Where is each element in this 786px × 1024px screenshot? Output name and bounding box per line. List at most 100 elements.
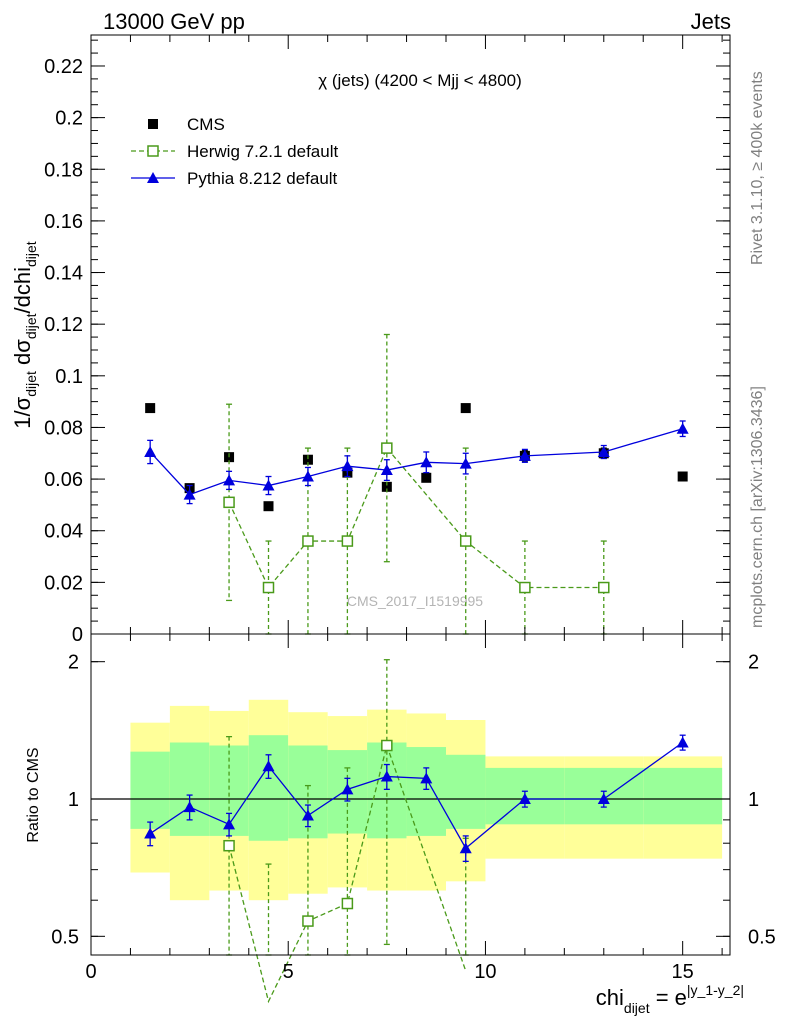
x-axis-title-sup: |y_1-y_2|: [687, 982, 744, 998]
main-y-axis-title: 1/σdijet dσdijet/dchidijet: [10, 241, 39, 429]
main-y-tick-label: 0.06: [44, 469, 83, 491]
main-cms-point: [677, 471, 688, 482]
ratio-y-axis-title: Ratio to CMS: [25, 747, 42, 842]
main-pythia-point: [420, 456, 433, 468]
main-y-axis-title-sub2: dijet: [23, 313, 39, 339]
legend-marker: [147, 145, 159, 157]
ratio-pythia-point: [183, 801, 196, 813]
ratio-pythia-point: [518, 793, 531, 805]
x-tick-label: 0: [85, 961, 96, 983]
ratio-pythia-point: [420, 772, 433, 784]
ratio-inner-band: [406, 747, 446, 836]
ratio-inner-band: [248, 735, 289, 841]
ratio-inner-band: [643, 767, 723, 825]
main-y-axis-title-sub1: dijet: [23, 371, 39, 397]
main-y-tick-label: 0.14: [44, 263, 83, 285]
main-cms-point: [145, 403, 156, 414]
legend-entry-label: Herwig 7.2.1 default: [187, 142, 338, 161]
main-herwig-point: [223, 496, 235, 509]
legend-marker: [147, 172, 159, 183]
ratio-panel-frame: [90, 633, 731, 956]
main-y-tick-label: 0.2: [55, 108, 83, 130]
main-y-tick-label: 0.1: [55, 366, 83, 388]
main-y-tick-label: 0.18: [44, 159, 83, 181]
ratio-y-tick-label: 2: [68, 652, 79, 674]
legend-marker: [148, 119, 158, 129]
legend-entry-label: Pythia 8.212 default: [187, 169, 338, 188]
x-axis-title-sub: dijet: [624, 1000, 650, 1016]
main-pythia-point: [183, 488, 196, 500]
main-pythia-point: [597, 445, 610, 457]
main-panel: CMS_2017_I1519995 χ (jets) (4200 < Mjj <…: [10, 34, 731, 646]
main-chart-title: χ (jets) (4200 < Mjj < 4800): [318, 71, 522, 90]
main-pythia-point: [341, 460, 354, 472]
main-herwig-point: [598, 581, 610, 594]
main-y-tick-label: 0.16: [44, 211, 83, 233]
header-left-label: 13000 GeV pp: [103, 9, 245, 34]
main-y-tick-label: 0: [72, 624, 83, 646]
ratio-pythia-point: [341, 783, 354, 795]
main-pythia-point: [459, 457, 472, 469]
main-pythia-point: [301, 470, 314, 482]
main-pythia-point: [262, 479, 275, 491]
watermark-label: CMS_2017_I1519995: [347, 593, 483, 609]
x-axis-title-mid: = e: [650, 985, 687, 1010]
main-y-tick-label: 0.22: [44, 56, 83, 78]
main-cms-point: [381, 481, 392, 492]
ratio-y-tick-label: 0.5: [51, 926, 79, 948]
main-herwig-point: [459, 535, 472, 547]
ratio-herwig-point: [223, 839, 235, 852]
legend-entry-label: CMS: [187, 115, 225, 134]
ratio-pythia-point: [380, 770, 393, 782]
x-tick-label: 5: [283, 961, 294, 983]
main-cms-point: [263, 501, 274, 512]
main-pythia-point: [518, 449, 531, 461]
ratio-pythia-point: [223, 818, 236, 830]
legend: CMS Herwig 7.2.1 default Pythia 8.212 defa…: [131, 115, 338, 188]
ratio-y-tick-label: 1: [68, 789, 79, 811]
x-tick-label: 15: [672, 961, 694, 983]
main-pythia-point: [676, 422, 689, 434]
main-y-axis-title-sub3: dijet: [23, 241, 39, 267]
main-y-axis-title-post: /dchi: [10, 267, 35, 313]
main-herwig-point: [341, 535, 354, 547]
x-tick-label: 10: [474, 961, 496, 983]
main-herwig-point: [519, 581, 531, 594]
main-cms-point: [302, 454, 313, 465]
main-herwig-point: [381, 442, 393, 454]
ratio-pythia-point: [676, 736, 689, 748]
ratio-pythia-point: [597, 793, 610, 805]
main-y-tick-label: 0.12: [44, 314, 83, 336]
main-y-axis-title-mid: dσ: [10, 339, 35, 371]
ratio-pythia-point: [301, 809, 314, 821]
mcplots-label: mcplots.cern.ch [arXiv:1306.3436]: [749, 386, 766, 628]
main-herwig-point: [302, 535, 314, 547]
ratio-y-tick-label-right: 2: [748, 652, 759, 674]
main-pythia-point: [380, 464, 393, 476]
x-axis-title-pre: chi: [596, 985, 624, 1010]
ratio-panel: 0.5 0.5 1 1 2 2 0 5 10 15 Ratio to CMS chidijet =…: [25, 633, 776, 1016]
main-pythia-point: [144, 445, 157, 457]
ratio-inner-band: [446, 754, 486, 829]
main-y-tick-label: 0.08: [44, 417, 83, 439]
main-pythia-line: [149, 428, 683, 496]
main-cms-point: [460, 403, 471, 414]
ratio-pythia-line: [149, 741, 684, 850]
ratio-pythia-point: [144, 827, 157, 839]
main-cms-point: [421, 472, 432, 483]
ratio-pythia-point: [459, 842, 472, 854]
main-herwig-line: [228, 446, 604, 589]
main-y-axis-title-pre: 1/σ: [10, 396, 35, 428]
ratio-herwig-point: [341, 897, 354, 910]
rivet-version-label: Rivet 3.1.10, ≥ 400k events: [749, 71, 766, 265]
ratio-y-tick-label-right: 1: [748, 789, 759, 811]
x-axis-title: chidijet = e|y_1-y_2|: [596, 982, 744, 1016]
main-y-tick-label: 0.04: [44, 521, 83, 543]
main-pythia-point: [223, 474, 236, 486]
main-herwig-point: [262, 581, 275, 594]
ratio-inner-band: [130, 751, 170, 829]
header-right-label: Jets: [691, 9, 731, 34]
ratio-pythia-point: [262, 760, 275, 772]
ratio-herwig-point: [302, 915, 314, 927]
